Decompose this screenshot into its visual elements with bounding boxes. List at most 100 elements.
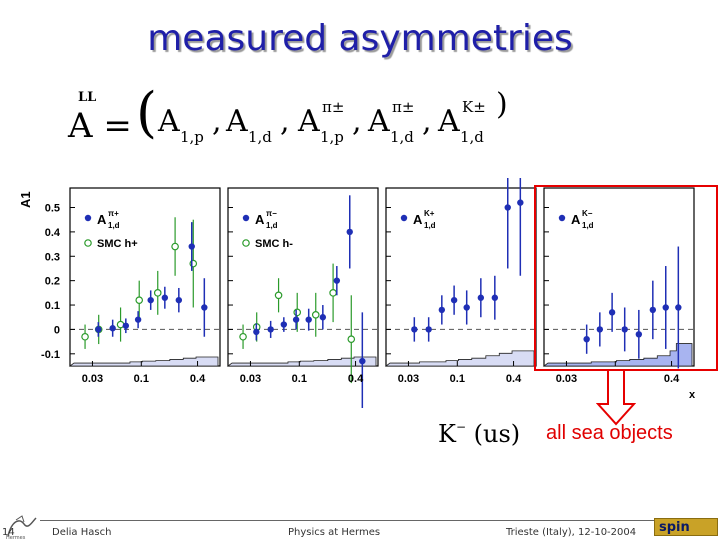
asymmetry-formula: LL A = ( A 1,p, A 1,d, A 1,p π±, A 1,d π±, A 1,d K± … [62, 86, 512, 156]
hermes-point [662, 304, 669, 311]
kaon-symbol: K [438, 420, 456, 448]
legend-hermes-marker [242, 214, 250, 222]
hermes-point [346, 228, 353, 236]
x-tick-label: 0.1 [450, 373, 465, 385]
hermes-point [292, 316, 300, 323]
hermes-point [463, 304, 470, 311]
formula-open-paren: ( [136, 81, 158, 144]
x-tick-label: 0.03 [82, 373, 103, 385]
systematic-band [384, 350, 535, 367]
y-tick-label: 0.1 [45, 300, 60, 312]
formula-lhs: A = [68, 106, 132, 146]
kaon-charge: − [455, 420, 466, 434]
y-tick-label: 0.5 [45, 203, 60, 215]
hermes-point [596, 326, 604, 333]
x-tick-label: 0.1 [134, 373, 149, 385]
smc-point [239, 332, 247, 341]
x-tick-label: 0.4 [190, 373, 206, 385]
hermes-point [134, 316, 142, 323]
hermes-point [109, 325, 116, 332]
formula-term: A 1,p [158, 104, 204, 146]
legend-label-sub: 1,d [108, 221, 120, 230]
formula-term: A 1,d π± [368, 98, 415, 146]
hermes-point [477, 294, 485, 301]
systematic-band [542, 343, 693, 367]
hermes-point [305, 316, 312, 323]
formula-ll-superscript: LL [78, 90, 97, 105]
legend-hermes-marker [84, 214, 92, 222]
formula-term-subscript: 1,p [180, 128, 204, 146]
y-tick-label: -0.1 [41, 349, 60, 361]
hermes-point [175, 296, 183, 304]
smc-point [329, 289, 337, 297]
formula-close-paren: ) [496, 87, 508, 122]
hermes-point [333, 277, 341, 284]
smc-point [135, 296, 144, 304]
y-tick-label: 0 [54, 324, 60, 336]
x-tick-label: 0.4 [664, 373, 680, 385]
legend-smc-label: SMC h+ [97, 238, 138, 250]
hermes-point [122, 322, 130, 329]
smc-point [153, 289, 162, 297]
legend-label: A [255, 212, 265, 227]
svg-text:Hermes: Hermes [6, 535, 26, 540]
hermes-point [253, 328, 260, 336]
legend-label-sup: K− [582, 209, 593, 218]
footer-talk: Physics at Hermes [288, 527, 381, 538]
hermes-point [161, 294, 169, 301]
legend-smc-label: SMC h- [255, 238, 293, 250]
legend-label-sup: K+ [424, 209, 435, 218]
hermes-point [517, 199, 524, 206]
kaon-quark-content: K− (us) [438, 420, 520, 448]
smc-point [171, 242, 179, 251]
formula-term-subscript: 1,d [460, 128, 484, 146]
legend-label: A [571, 212, 581, 227]
panel-frame [69, 187, 221, 367]
formula-term-subscript: 1,d [390, 128, 414, 146]
footer-author: Delia Hasch [52, 527, 112, 538]
formula-term: A 1,d K± [438, 98, 486, 146]
formula-comma: , [352, 104, 362, 139]
kaon-content: (us) [473, 420, 521, 448]
spin-logo: spin [654, 518, 718, 536]
legend-label-sub: 1,d [582, 221, 594, 230]
legend-label-sub: 1,d [424, 221, 436, 230]
asymmetry-chart: A1 0.5 0.4 0.3 0.2 0.1 0 -0.1 A π+ 1,d SMC h+ 0.03 0.… [18, 178, 696, 408]
hermes-point [188, 243, 195, 250]
hermes-point [201, 304, 208, 311]
formula-term: A 1,d [226, 104, 272, 146]
hermes-point [267, 326, 274, 333]
legend-hermes-marker [400, 214, 408, 222]
legend-smc-marker [84, 239, 92, 247]
hermes-point [635, 331, 643, 338]
footer-divider [40, 520, 712, 521]
sea-objects-note: all sea objects [546, 422, 673, 444]
formula-comma: , [422, 104, 432, 139]
x-tick-label: 0.1 [292, 373, 307, 385]
hermes-point [95, 326, 102, 333]
legend-label-sup: π− [266, 209, 277, 218]
x-tick-label: 0.03 [240, 373, 261, 385]
page-number: 14 [2, 527, 15, 538]
formula-term-subscript: 1,d [248, 128, 272, 146]
smc-point [347, 335, 356, 343]
formula-term-superscript: K± [462, 98, 486, 116]
x-tick-label: 0.03 [398, 373, 419, 385]
smc-point [274, 291, 283, 300]
panel-frame [227, 187, 379, 367]
hermes-point [425, 326, 432, 333]
smc-point [311, 310, 320, 319]
formula-comma: , [212, 104, 222, 139]
hermes-point [359, 357, 366, 365]
y-tick-label: 0.4 [45, 227, 61, 239]
formula-comma: , [280, 104, 290, 139]
panel-frame [385, 187, 537, 367]
legend-hermes-marker [558, 214, 566, 222]
hermes-point [411, 326, 418, 333]
hermes-point [319, 314, 327, 321]
formula-term-superscript: π± [322, 98, 345, 116]
smc-point [81, 332, 89, 341]
hermes-point [147, 296, 154, 304]
x-tick-label: 0.03 [556, 373, 577, 385]
arrow-icon [596, 370, 636, 426]
